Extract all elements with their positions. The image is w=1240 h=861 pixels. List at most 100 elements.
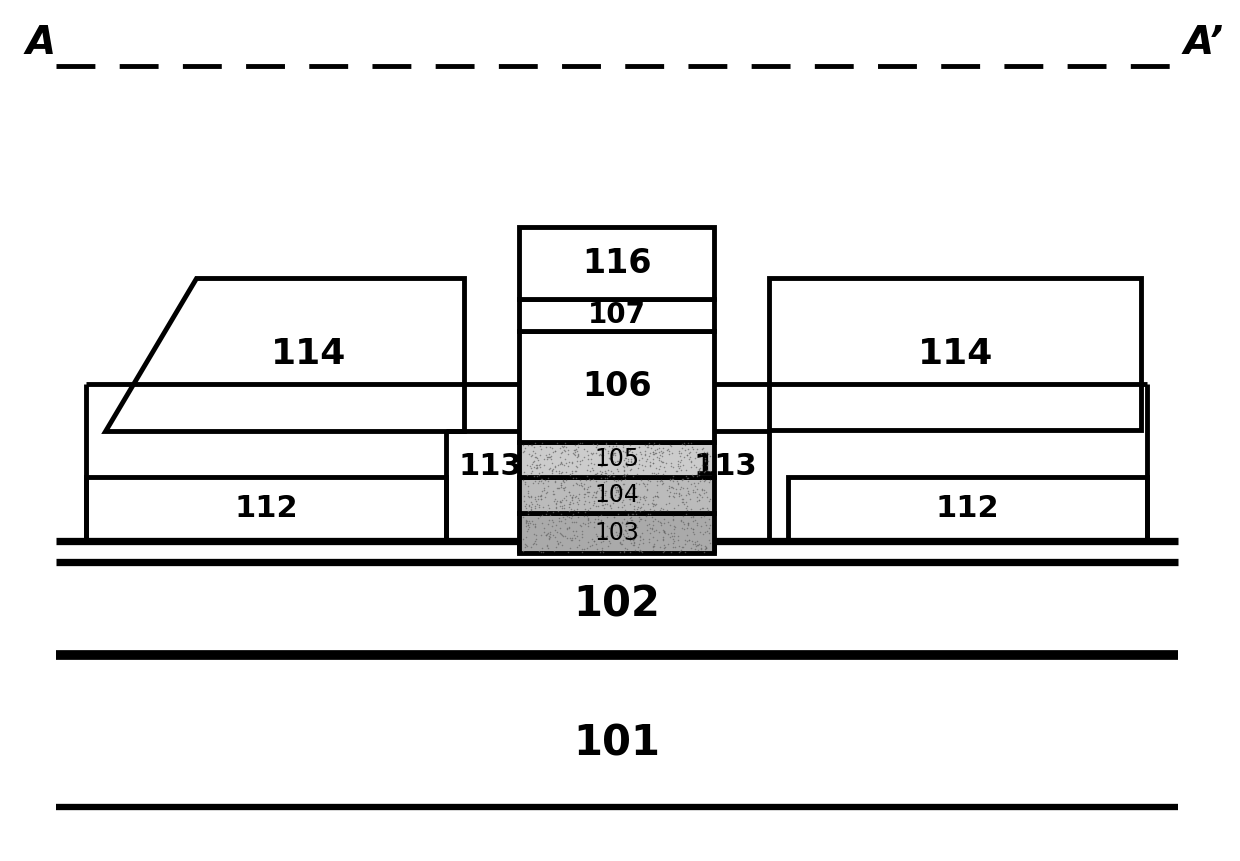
Point: [646, 467, 666, 480]
Point: [537, 505, 557, 518]
Point: [630, 530, 650, 543]
Point: [563, 496, 583, 510]
Point: [663, 509, 683, 523]
Point: [657, 443, 677, 456]
Point: [567, 450, 587, 464]
Point: [692, 542, 712, 556]
Point: [591, 529, 611, 542]
Point: [668, 545, 688, 559]
Point: [588, 509, 608, 523]
Point: [537, 527, 557, 541]
Point: [579, 486, 599, 499]
Point: [575, 494, 595, 508]
Point: [521, 490, 541, 504]
Point: [660, 530, 680, 544]
Point: [558, 447, 578, 461]
Point: [572, 437, 591, 450]
Point: [652, 467, 672, 480]
Point: [532, 541, 552, 554]
Point: [639, 438, 658, 452]
Point: [593, 449, 613, 462]
Point: [663, 522, 683, 536]
Point: [642, 530, 662, 543]
Point: [572, 545, 591, 559]
Point: [653, 544, 673, 558]
Point: [526, 535, 546, 548]
Point: [652, 477, 672, 491]
Point: [552, 538, 572, 552]
Point: [582, 452, 601, 466]
Point: [681, 450, 701, 464]
Point: [600, 536, 620, 550]
Point: [556, 489, 575, 503]
Point: [698, 522, 718, 536]
Text: 105: 105: [594, 448, 640, 471]
Point: [560, 503, 580, 517]
Point: [682, 483, 702, 497]
Point: [543, 505, 563, 518]
Point: [644, 497, 663, 511]
Point: [642, 522, 662, 536]
Point: [687, 442, 707, 455]
Point: [662, 512, 682, 526]
Bar: [769, 278, 1141, 430]
Point: [536, 528, 556, 542]
Point: [556, 493, 575, 507]
Point: [546, 523, 565, 537]
Point: [554, 443, 574, 457]
Point: [642, 466, 662, 480]
Point: [568, 440, 588, 454]
Point: [522, 457, 542, 471]
Point: [543, 462, 563, 476]
Point: [552, 507, 572, 521]
Point: [630, 457, 650, 471]
Point: [631, 526, 651, 540]
Point: [551, 535, 570, 548]
Point: [647, 474, 667, 487]
Point: [513, 445, 533, 459]
Point: [678, 517, 698, 530]
Point: [554, 483, 574, 497]
Point: [580, 539, 600, 553]
Point: [532, 528, 552, 542]
Point: [516, 519, 536, 533]
Point: [665, 519, 684, 533]
Point: [631, 501, 651, 515]
Point: [613, 517, 632, 530]
Point: [665, 534, 684, 548]
Point: [569, 486, 589, 500]
Point: [653, 442, 673, 455]
Point: [537, 452, 557, 466]
Point: [580, 501, 600, 515]
Point: [567, 529, 587, 542]
Point: [650, 515, 670, 529]
Point: [621, 513, 641, 527]
Point: [683, 468, 703, 482]
Point: [557, 440, 577, 454]
Point: [577, 463, 596, 477]
Point: [620, 486, 640, 499]
Point: [517, 539, 537, 553]
Point: [653, 445, 673, 459]
Point: [554, 491, 574, 505]
Point: [677, 472, 697, 486]
Point: [533, 500, 553, 514]
Point: [673, 509, 693, 523]
Point: [661, 546, 681, 560]
Point: [577, 444, 596, 458]
Point: [653, 523, 673, 536]
Point: [618, 514, 637, 528]
Point: [573, 523, 593, 537]
Point: [673, 481, 693, 495]
Point: [529, 466, 549, 480]
Point: [567, 489, 587, 503]
Point: [595, 466, 615, 480]
Point: [518, 520, 538, 534]
Point: [637, 452, 657, 466]
Point: [687, 490, 707, 504]
Point: [681, 437, 701, 450]
Point: [590, 483, 610, 497]
Point: [516, 540, 536, 554]
Point: [692, 458, 712, 472]
Point: [554, 452, 574, 466]
